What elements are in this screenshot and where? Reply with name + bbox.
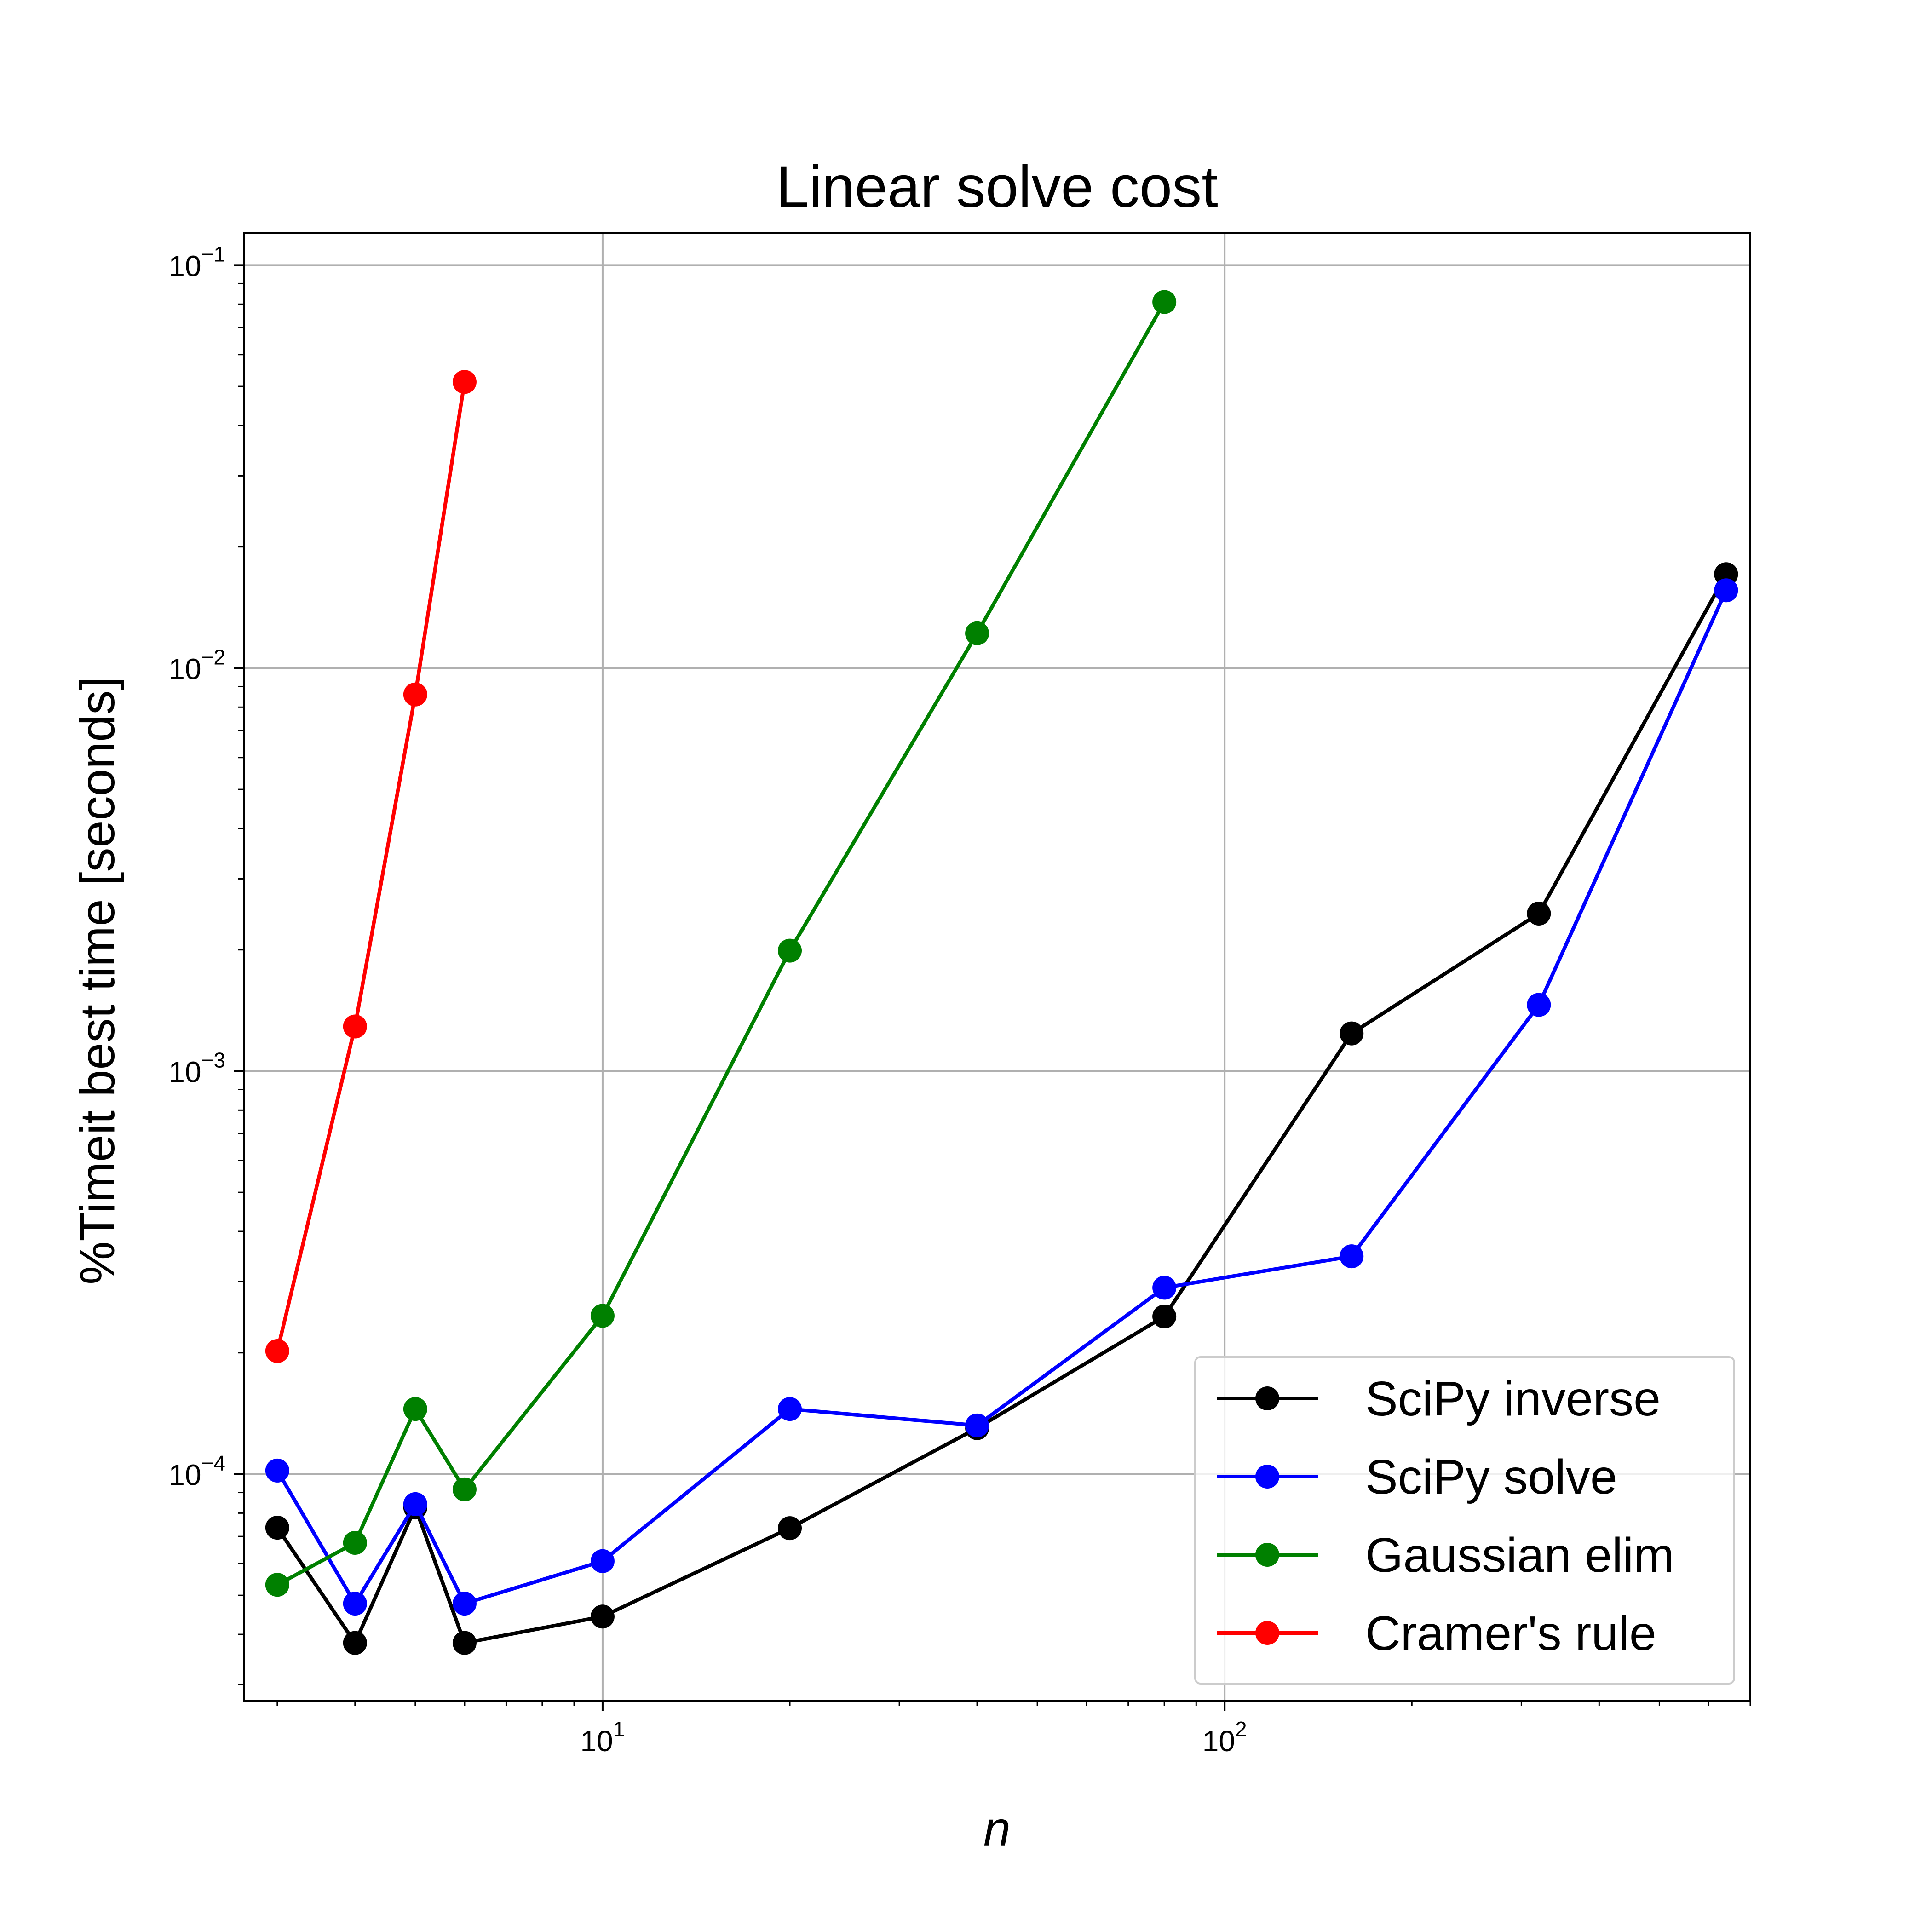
grid	[244, 233, 1750, 1701]
x-axis-title: n	[983, 1802, 1011, 1856]
legend-label: Cramer's rule	[1365, 1606, 1656, 1661]
data-point	[965, 621, 989, 645]
data-point	[1152, 290, 1177, 314]
data-point	[452, 1592, 477, 1616]
data-point	[403, 1492, 427, 1516]
data-point	[403, 1397, 427, 1421]
x-tick-label: 102	[1202, 1717, 1247, 1758]
y-tick-label: 10−1	[168, 242, 225, 282]
series-cramer-s-rule	[265, 370, 477, 1363]
data-point	[265, 1458, 289, 1483]
series-gaussian-elim	[265, 290, 1177, 1597]
series-layer	[265, 290, 1738, 1655]
data-point	[343, 1014, 367, 1039]
legend-label: Gaussian elim	[1365, 1528, 1674, 1582]
chart-title: Linear solve cost	[776, 154, 1218, 220]
legend-label: SciPy inverse	[1365, 1372, 1661, 1426]
x-tick-label: 101	[581, 1717, 625, 1758]
y-tick-label: 10−2	[168, 645, 225, 685]
y-axis-title: %Timeit best time [seconds]	[70, 677, 125, 1285]
data-point	[452, 1477, 477, 1501]
data-point	[1152, 1304, 1177, 1328]
data-point	[343, 1631, 367, 1655]
legend-swatch-marker	[1255, 1543, 1279, 1567]
data-point	[1340, 1021, 1364, 1046]
data-point	[965, 1413, 989, 1438]
legend: SciPy inverse SciPy solve Gaussian elim Cra…	[1194, 1356, 1735, 1685]
legend-item: Gaussian elim	[1217, 1528, 1674, 1582]
legend-item: Cramer's rule	[1217, 1606, 1656, 1661]
data-point	[1527, 993, 1551, 1017]
data-point	[590, 1549, 615, 1573]
data-point	[343, 1592, 367, 1616]
data-point	[590, 1604, 615, 1629]
data-point	[778, 938, 802, 963]
data-point	[452, 1631, 477, 1655]
data-point	[778, 1397, 802, 1421]
data-point	[778, 1516, 802, 1541]
y-tick-label: 10−4	[168, 1451, 225, 1491]
data-point	[265, 1573, 289, 1597]
legend-swatch-marker	[1255, 1621, 1279, 1645]
data-point	[343, 1530, 367, 1555]
series-line	[276, 301, 1166, 1587]
data-point	[1527, 901, 1551, 926]
legend-item: SciPy solve	[1217, 1450, 1617, 1504]
series-scipy-solve	[265, 578, 1738, 1616]
data-point	[403, 682, 427, 707]
legend-swatch-marker	[1255, 1465, 1279, 1489]
data-point	[265, 1516, 289, 1540]
data-point	[1340, 1244, 1364, 1269]
legend-label: SciPy solve	[1365, 1450, 1617, 1504]
plot-frame	[243, 232, 1751, 1702]
legend-box	[1194, 1356, 1735, 1685]
series-line	[276, 381, 466, 1351]
ticks: 101 102 10−4 10−3 10−2 10−1	[168, 242, 1751, 1758]
data-point	[590, 1304, 615, 1328]
data-point	[1152, 1276, 1177, 1300]
data-point	[1714, 578, 1738, 603]
legend-item: SciPy inverse	[1217, 1372, 1661, 1426]
data-point	[452, 370, 477, 394]
legend-swatch-marker	[1255, 1386, 1279, 1410]
y-tick-label: 10−3	[168, 1048, 225, 1088]
data-point	[265, 1339, 289, 1363]
